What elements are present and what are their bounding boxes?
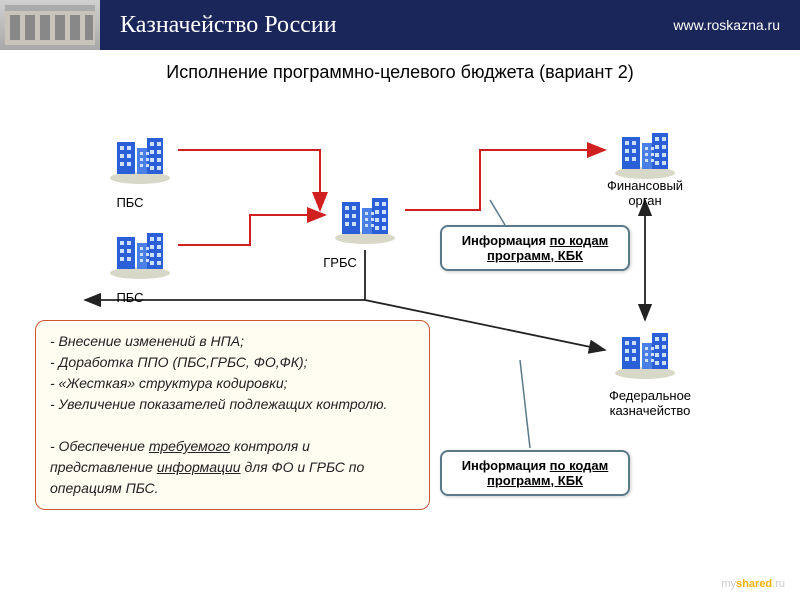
label-grbs: ГРБС bbox=[310, 255, 370, 270]
label-pbs2: ПБС bbox=[100, 290, 160, 305]
label-fed: Федеральное казначейство bbox=[585, 388, 715, 418]
node-grbs bbox=[330, 190, 400, 245]
notes-line: - «Жесткая» структура кодировки; bbox=[50, 373, 415, 394]
node-fin bbox=[610, 125, 680, 180]
notes-line: - Увеличение показателей подлежащих конт… bbox=[50, 394, 415, 415]
watermark: myshared.ru bbox=[721, 578, 785, 590]
page-title: Исполнение программно-целевого бюджета (… bbox=[0, 62, 800, 83]
notes-blank bbox=[50, 415, 415, 436]
header-logo bbox=[0, 0, 100, 50]
node-fed bbox=[610, 325, 680, 380]
header-url: www.roskazna.ru bbox=[673, 17, 780, 33]
callout-info-1: Информация по кодам программ, КБК bbox=[440, 225, 630, 271]
notes-line: - Внесение изменений в НПА; bbox=[50, 331, 415, 352]
label-fin: Финансовый орган bbox=[590, 178, 700, 208]
wm-bold: shared bbox=[736, 578, 772, 590]
callout-info-2: Информация по кодам программ, КБК bbox=[440, 450, 630, 496]
notes-line: - Доработка ППО (ПБС,ГРБС, ФО,ФК); bbox=[50, 352, 415, 373]
callout-1-prefix: Информация bbox=[462, 233, 550, 248]
node-pbs2 bbox=[105, 225, 175, 280]
node-pbs1 bbox=[105, 130, 175, 185]
logo-building-icon bbox=[0, 0, 100, 50]
header-title: Казначейство России bbox=[120, 12, 673, 39]
label-pbs1: ПБС bbox=[100, 195, 160, 210]
notes-box: - Внесение изменений в НПА; - Доработка … bbox=[35, 320, 430, 510]
notes-line-html: - Обеспечение требуемого контроля и пред… bbox=[50, 436, 415, 499]
wm-pre: my bbox=[721, 578, 736, 590]
content-area: Исполнение программно-целевого бюджета (… bbox=[0, 50, 800, 600]
callout-2-prefix: Информация bbox=[462, 458, 550, 473]
wm-post: .ru bbox=[772, 578, 785, 590]
header: Казначейство России www.roskazna.ru bbox=[0, 0, 800, 50]
